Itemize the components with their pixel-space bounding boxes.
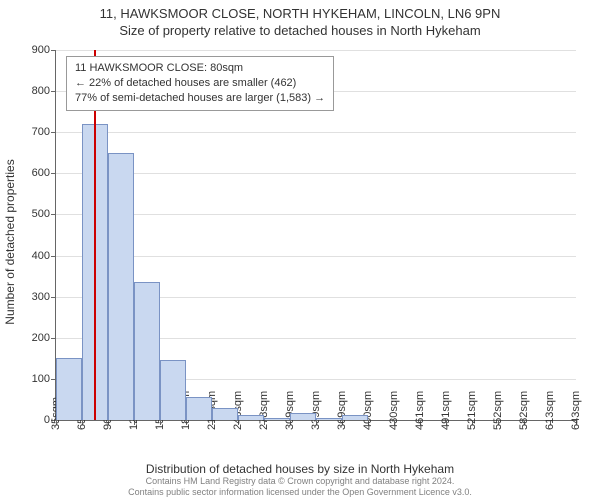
y-tick-label: 900 — [32, 44, 56, 56]
histogram-bar — [108, 153, 134, 420]
grid-line — [56, 256, 576, 257]
annotation-box: 11 HAWKSMOOR CLOSE: 80sqm ← 22% of detac… — [66, 56, 334, 111]
histogram-bar — [212, 408, 238, 420]
x-tick-label: 339sqm — [310, 391, 322, 430]
grid-line — [56, 132, 576, 133]
grid-line — [56, 173, 576, 174]
annotation-line2: ← 22% of detached houses are smaller (46… — [75, 76, 325, 91]
histogram-bar — [160, 360, 186, 420]
chart-title-sub: Size of property relative to detached ho… — [0, 21, 600, 38]
x-tick-label: 309sqm — [284, 391, 296, 430]
y-tick-label: 600 — [32, 167, 56, 179]
grid-line — [56, 214, 576, 215]
histogram-bar — [134, 282, 160, 420]
y-tick-label: 500 — [32, 208, 56, 220]
plot-area: 010020030040050060070080090035sqm65sqm96… — [55, 50, 576, 421]
footer-line1: Contains HM Land Registry data © Crown c… — [0, 476, 600, 487]
histogram-bar — [186, 397, 212, 420]
y-tick-label: 100 — [32, 373, 56, 385]
x-tick-label: 643sqm — [570, 391, 582, 430]
x-tick-label: 521sqm — [466, 391, 478, 430]
histogram-bar — [56, 358, 82, 420]
annotation-line3: 77% of semi-detached houses are larger (… — [75, 91, 325, 106]
x-tick-label: 613sqm — [544, 391, 556, 430]
histogram-bar — [238, 415, 264, 420]
histogram-bar — [290, 413, 316, 420]
x-tick-label: 461sqm — [414, 391, 426, 430]
x-tick-label: 582sqm — [518, 391, 530, 430]
x-tick-label: 430sqm — [388, 391, 400, 430]
histogram-bar — [264, 418, 290, 420]
x-tick-label: 400sqm — [362, 391, 374, 430]
annotation-line1: 11 HAWKSMOOR CLOSE: 80sqm — [75, 61, 325, 76]
y-tick-label: 800 — [32, 85, 56, 97]
x-tick-label: 278sqm — [258, 391, 270, 430]
x-axis-label: Distribution of detached houses by size … — [0, 462, 600, 476]
histogram-bar — [342, 415, 368, 420]
y-tick-label: 200 — [32, 332, 56, 344]
chart-container: 11, HAWKSMOOR CLOSE, NORTH HYKEHAM, LINC… — [0, 0, 600, 500]
footer-line2: Contains public sector information licen… — [0, 487, 600, 498]
x-tick-label: 552sqm — [492, 391, 504, 430]
chart-title-main: 11, HAWKSMOOR CLOSE, NORTH HYKEHAM, LINC… — [0, 0, 600, 21]
footer: Contains HM Land Registry data © Crown c… — [0, 476, 600, 498]
histogram-bar — [316, 418, 342, 420]
x-tick-label: 491sqm — [440, 391, 452, 430]
y-axis-label: Number of detached properties — [3, 159, 17, 324]
y-tick-label: 400 — [32, 250, 56, 262]
y-tick-label: 700 — [32, 126, 56, 138]
x-tick-label: 369sqm — [336, 391, 348, 430]
y-tick-label: 300 — [32, 291, 56, 303]
grid-line — [56, 50, 576, 51]
